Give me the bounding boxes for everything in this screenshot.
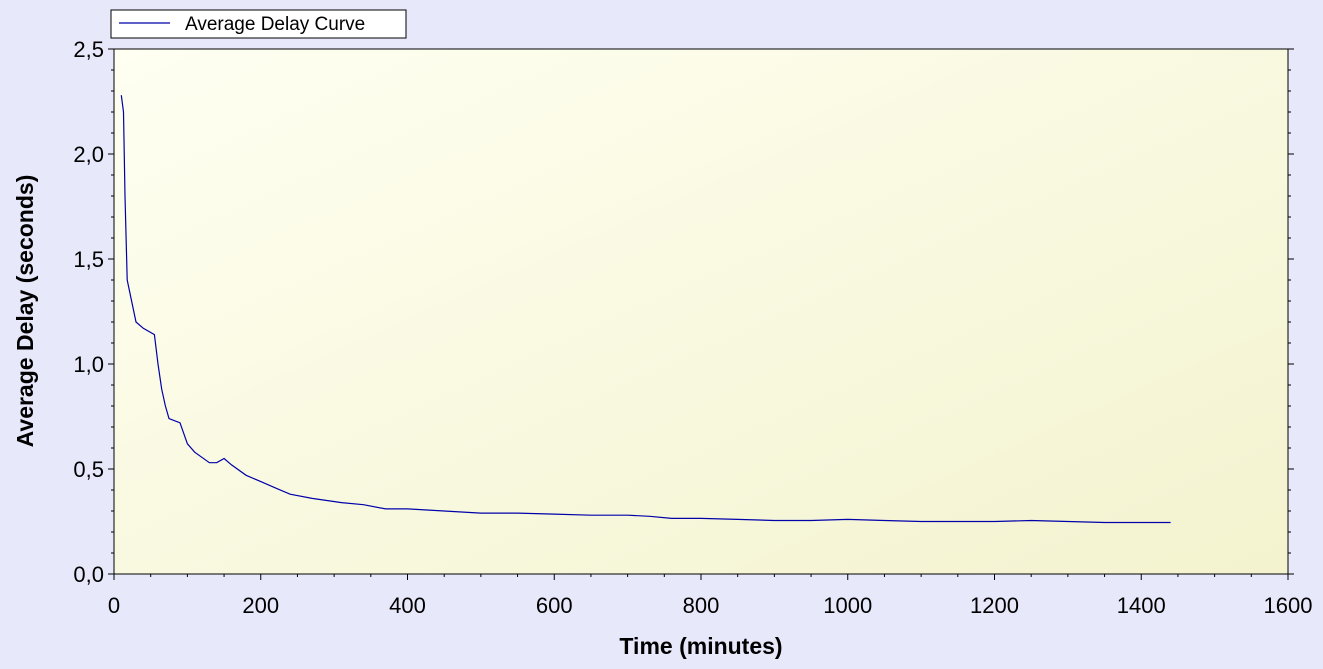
y-tick-label: 0,0 [73,562,104,587]
x-tick-label: 1600 [1264,593,1313,618]
x-tick-label: 1200 [970,593,1019,618]
y-tick-label: 2,0 [73,142,104,167]
x-tick-label: 0 [108,593,120,618]
x-tick-label: 800 [683,593,720,618]
x-tick-label: 1400 [1117,593,1166,618]
y-tick-label: 1,5 [73,247,104,272]
y-tick-label: 2,5 [73,37,104,62]
x-tick-label: 600 [536,593,573,618]
x-axis: 0 200 400 600 800 1000 1200 1400 1600 [108,574,1313,618]
x-axis-title: Time (minutes) [619,633,782,659]
x-tick-label: 1000 [823,593,872,618]
plot-area [113,48,1289,575]
x-tick-label: 200 [242,593,279,618]
y-tick-label: 0,5 [73,457,104,482]
series-line-average-delay [120,95,1171,524]
legend-label: Average Delay Curve [185,14,365,35]
legend: Average Delay Curve [110,9,407,39]
y-axis-title: Average Delay (seconds) [12,175,38,448]
legend-box [110,9,407,39]
x-tick-label: 400 [389,593,426,618]
y-tick-label: 1,0 [73,352,104,377]
y-axis: 0,0 0,5 1,0 1,5 2,0 2,5 [73,37,1294,587]
